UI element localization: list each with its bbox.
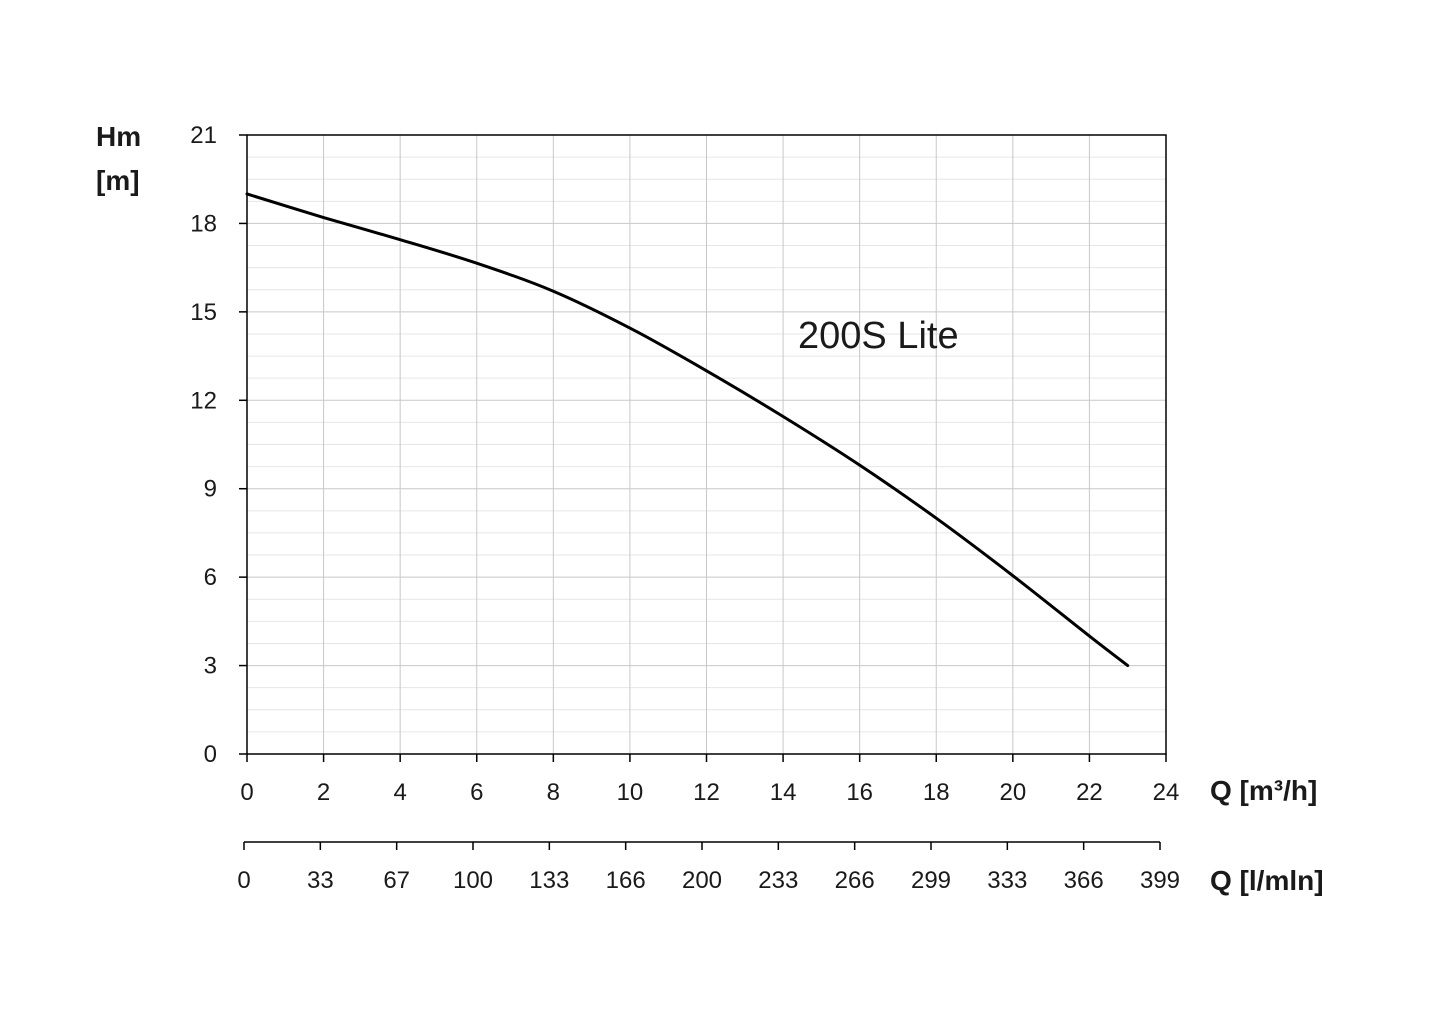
grid: [246, 134, 1167, 755]
x-tick-label: 22: [1076, 779, 1103, 806]
y-tick-label: 3: [204, 653, 217, 680]
y-tick-label: 0: [204, 741, 217, 768]
y-axis-title-line1: Hm: [96, 121, 141, 152]
y-tick-label: 6: [204, 564, 217, 591]
secondary-x-tick-label: 399: [1140, 867, 1180, 894]
x-tick-label: 14: [770, 779, 797, 806]
y-tick-label: 9: [204, 476, 217, 503]
series-annotation: 200S Lite: [798, 315, 959, 357]
secondary-x-tick-label: 366: [1064, 867, 1104, 894]
x-tick-label: 10: [617, 779, 644, 806]
plot-frame: [239, 134, 1167, 762]
secondary-x-tick-label: 67: [383, 867, 410, 894]
x-tick-labels: 0 2 4 6 8 10 12 14 16 18 20 22 24: [240, 779, 1179, 806]
x-tick-label: 18: [923, 779, 950, 806]
secondary-x-tick-label: 100: [453, 867, 493, 894]
x-tick-label: 24: [1153, 779, 1180, 806]
secondary-x-axis-title: Q [l/mln]: [1210, 865, 1324, 896]
y-tick-label: 12: [190, 387, 217, 414]
y-tick-label: 18: [190, 210, 217, 237]
x-tick-label: 16: [846, 779, 873, 806]
secondary-x-axis: 0 33 67 100 133 166 200 233 266 299 333 366 399: [237, 841, 1180, 894]
x-axis-title: Q [m³/h]: [1210, 775, 1317, 806]
y-tick-label: 15: [190, 299, 217, 326]
y-tick-label: 21: [190, 122, 217, 149]
secondary-x-tick-label: 33: [307, 867, 334, 894]
secondary-x-tick-label: 0: [237, 867, 250, 894]
secondary-x-tick-label: 299: [911, 867, 951, 894]
secondary-x-tick-label: 200: [682, 867, 722, 894]
x-tick-label: 20: [999, 779, 1026, 806]
x-tick-label: 12: [693, 779, 720, 806]
x-tick-label: 2: [317, 779, 330, 806]
secondary-x-tick-label: 266: [835, 867, 875, 894]
x-tick-label: 6: [470, 779, 483, 806]
secondary-x-tick-label: 166: [606, 867, 646, 894]
x-tick-label: 4: [393, 779, 406, 806]
secondary-x-tick-label: 133: [529, 867, 569, 894]
secondary-x-tick-label: 333: [987, 867, 1027, 894]
series-line: [245, 192, 1130, 668]
x-tick-label: 0: [240, 779, 253, 806]
y-axis-title-line2: [m]: [96, 165, 140, 196]
x-tick-label: 8: [547, 779, 560, 806]
y-tick-labels: 0 3 6 9 12 15 18 21: [190, 122, 217, 768]
secondary-x-tick-label: 233: [758, 867, 798, 894]
series-layer: [245, 192, 1130, 668]
